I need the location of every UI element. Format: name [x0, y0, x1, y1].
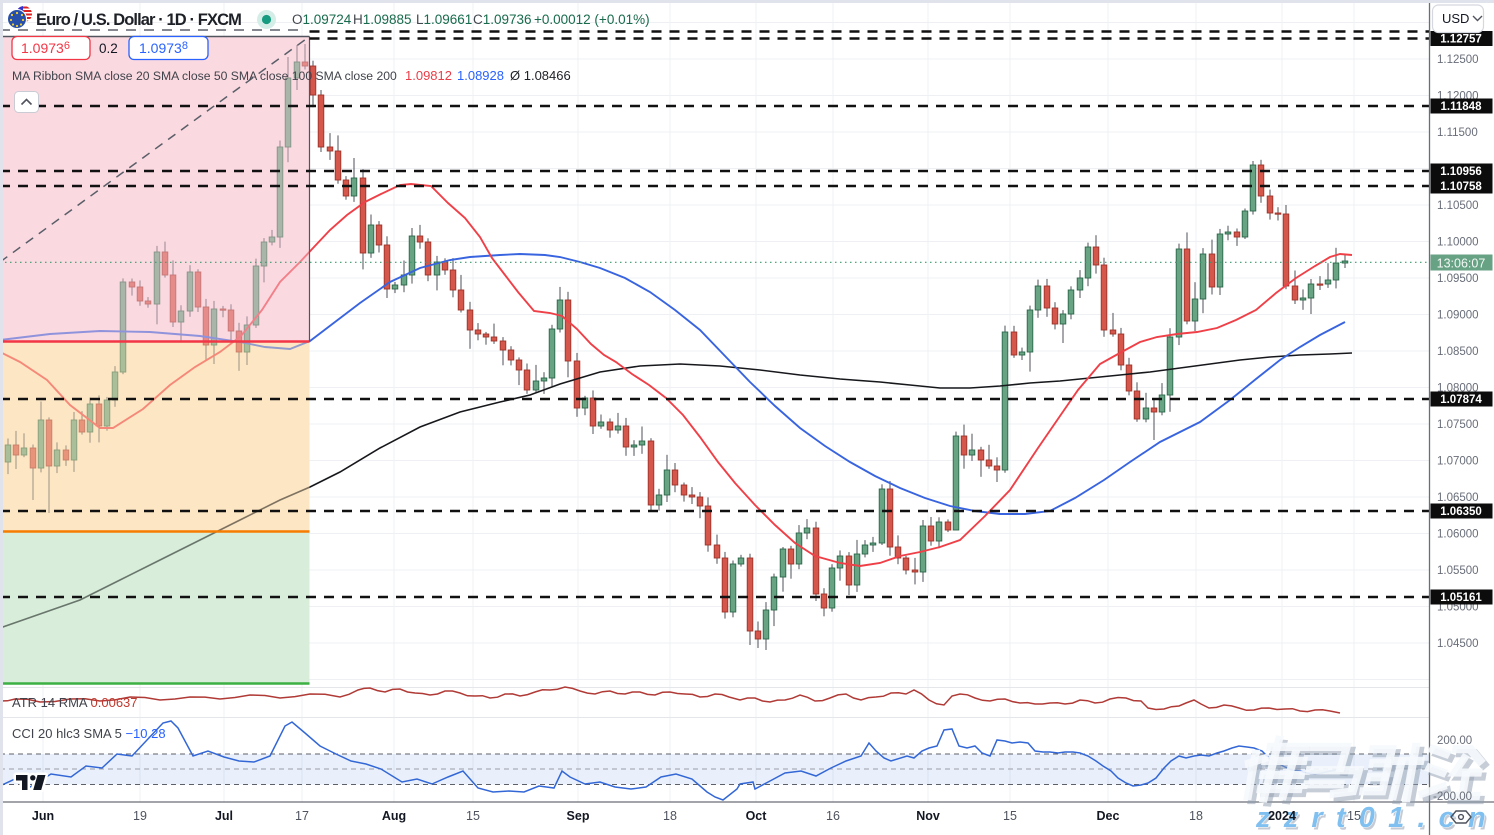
svg-text:Ø 1.08466: Ø 1.08466 [510, 68, 571, 83]
svg-text:CCI 20 hlc3 SMA 5 −10.28: CCI 20 hlc3 SMA 5 −10.28 [12, 726, 166, 741]
svg-text:Oct: Oct [746, 809, 768, 823]
svg-text:1.12500: 1.12500 [1437, 54, 1479, 66]
svg-text:1.11848: 1.11848 [1441, 101, 1483, 113]
svg-text:1.05500: 1.05500 [1437, 565, 1479, 577]
svg-text:15: 15 [466, 809, 480, 823]
svg-text:18: 18 [1189, 809, 1203, 823]
svg-text:18: 18 [663, 809, 677, 823]
svg-text:-200.00: -200.00 [1433, 791, 1472, 803]
svg-text:MA Ribbon SMA close 20 SMA clo: MA Ribbon SMA close 20 SMA close 50 SMA … [12, 69, 397, 83]
svg-text:Sep: Sep [567, 809, 590, 823]
svg-text:1.04500: 1.04500 [1437, 638, 1479, 650]
svg-text:1.06350: 1.06350 [1440, 506, 1482, 518]
svg-text:1.08500: 1.08500 [1437, 346, 1479, 358]
svg-text:1.09000: 1.09000 [1437, 310, 1479, 322]
svg-text:+0.00012 (+0.01%): +0.00012 (+0.01%) [534, 12, 650, 27]
svg-text:Jun: Jun [32, 809, 54, 823]
svg-text:H1.09885: H1.09885 [353, 12, 412, 27]
svg-text:17: 17 [295, 809, 309, 823]
svg-text:15: 15 [1347, 809, 1361, 823]
svg-text:0.2: 0.2 [99, 41, 118, 56]
svg-text:ATR 14 RMA 0.00637: ATR 14 RMA 0.00637 [12, 695, 138, 710]
svg-text:zzrt01.cn: zzrt01.cn [1257, 805, 1494, 835]
svg-text:Aug: Aug [382, 809, 406, 823]
svg-text:1.07874: 1.07874 [1440, 394, 1482, 406]
svg-text:1.12757: 1.12757 [1440, 34, 1482, 46]
svg-text:1.10956: 1.10956 [1440, 166, 1482, 178]
svg-text:1.07500: 1.07500 [1437, 419, 1479, 431]
svg-text:1.11500: 1.11500 [1437, 127, 1478, 139]
svg-text:C1.09736: C1.09736 [473, 12, 532, 27]
svg-text:1.06500: 1.06500 [1437, 492, 1479, 504]
svg-text:1.05161: 1.05161 [1440, 592, 1482, 604]
svg-text:16: 16 [826, 809, 840, 823]
svg-text:L1.09661: L1.09661 [416, 12, 472, 27]
svg-text:2024: 2024 [1268, 809, 1296, 823]
svg-text:1.10500: 1.10500 [1437, 200, 1479, 212]
svg-text:1.06000: 1.06000 [1437, 529, 1479, 541]
svg-text:1.09736: 1.09736 [21, 40, 70, 56]
svg-text:1.09500: 1.09500 [1437, 273, 1479, 285]
svg-text:15: 15 [1003, 809, 1017, 823]
svg-text:19: 19 [133, 809, 147, 823]
svg-text:13:06:07: 13:06:07 [1437, 257, 1486, 271]
svg-text:1.10000: 1.10000 [1437, 237, 1479, 249]
svg-text:USD: USD [1442, 11, 1469, 26]
svg-text:Dec: Dec [1097, 809, 1120, 823]
svg-text:Euro / U.S. Dollar · 1D · FXCM: Euro / U.S. Dollar · 1D · FXCM [36, 11, 241, 29]
svg-text:Nov: Nov [916, 809, 940, 823]
svg-text:1.10758: 1.10758 [1440, 181, 1482, 193]
svg-text:1.09738: 1.09738 [139, 40, 188, 56]
svg-text:O1.09724: O1.09724 [292, 12, 352, 27]
svg-text:Jul: Jul [215, 809, 233, 823]
svg-text:1.07000: 1.07000 [1437, 456, 1479, 468]
svg-text:200.00: 200.00 [1437, 735, 1472, 747]
svg-text:1.08928: 1.08928 [457, 68, 504, 83]
svg-text:1.09812: 1.09812 [405, 68, 452, 83]
svg-text:zzrt01.cn: zzrt01.cn [1255, 802, 1494, 834]
